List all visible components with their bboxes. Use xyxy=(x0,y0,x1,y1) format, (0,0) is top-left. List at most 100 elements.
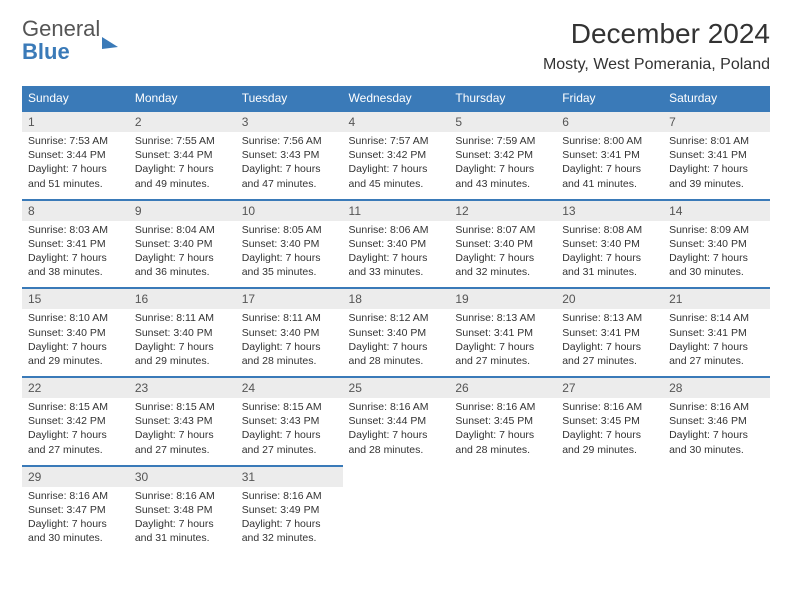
daylight-text-2: and 31 minutes. xyxy=(135,531,230,545)
daylight-text-2: and 36 minutes. xyxy=(135,265,230,279)
sunrise-text: Sunrise: 7:56 AM xyxy=(242,134,337,148)
daylight-text-2: and 39 minutes. xyxy=(669,177,764,191)
logo-text-block: General Blue xyxy=(22,18,100,64)
day-number: 18 xyxy=(343,288,450,309)
daylight-text-1: Daylight: 7 hours xyxy=(28,517,123,531)
daylight-text-1: Daylight: 7 hours xyxy=(28,340,123,354)
sunset-text: Sunset: 3:44 PM xyxy=(28,148,123,162)
sunrise-text: Sunrise: 8:12 AM xyxy=(349,311,444,325)
logo: General Blue xyxy=(22,18,118,64)
daylight-text-2: and 29 minutes. xyxy=(135,354,230,368)
daylight-text-2: and 41 minutes. xyxy=(562,177,657,191)
daylight-text-2: and 27 minutes. xyxy=(455,354,550,368)
sunset-text: Sunset: 3:48 PM xyxy=(135,503,230,517)
day-number: 31 xyxy=(236,466,343,487)
day-number: 3 xyxy=(236,111,343,132)
sunset-text: Sunset: 3:40 PM xyxy=(669,237,764,251)
day-number: 2 xyxy=(129,111,236,132)
day-cell: Sunrise: 7:57 AMSunset: 3:42 PMDaylight:… xyxy=(343,132,450,200)
sunrise-text: Sunrise: 8:15 AM xyxy=(242,400,337,414)
daylight-text-2: and 30 minutes. xyxy=(669,265,764,279)
sunset-text: Sunset: 3:40 PM xyxy=(562,237,657,251)
daylight-text-1: Daylight: 7 hours xyxy=(28,251,123,265)
day-cell: Sunrise: 7:53 AMSunset: 3:44 PMDaylight:… xyxy=(22,132,129,200)
day-number: 23 xyxy=(129,377,236,398)
daylight-text-1: Daylight: 7 hours xyxy=(349,162,444,176)
sunset-text: Sunset: 3:40 PM xyxy=(135,326,230,340)
day-detail-row: Sunrise: 8:15 AMSunset: 3:42 PMDaylight:… xyxy=(22,398,770,466)
calendar-table: SundayMondayTuesdayWednesdayThursdayFrid… xyxy=(22,86,770,553)
daylight-text-2: and 29 minutes. xyxy=(28,354,123,368)
sunset-text: Sunset: 3:47 PM xyxy=(28,503,123,517)
sunrise-text: Sunrise: 8:16 AM xyxy=(242,489,337,503)
location: Mosty, West Pomerania, Poland xyxy=(543,56,770,74)
sunrise-text: Sunrise: 8:00 AM xyxy=(562,134,657,148)
daylight-text-1: Daylight: 7 hours xyxy=(242,251,337,265)
sunrise-text: Sunrise: 8:16 AM xyxy=(669,400,764,414)
day-cell: Sunrise: 8:15 AMSunset: 3:43 PMDaylight:… xyxy=(236,398,343,466)
daylight-text-1: Daylight: 7 hours xyxy=(669,162,764,176)
day-number-row: 293031 xyxy=(22,466,770,487)
daylight-text-2: and 29 minutes. xyxy=(562,443,657,457)
sunset-text: Sunset: 3:43 PM xyxy=(135,414,230,428)
sunset-text: Sunset: 3:40 PM xyxy=(349,237,444,251)
day-number: 21 xyxy=(663,288,770,309)
daylight-text-1: Daylight: 7 hours xyxy=(455,428,550,442)
daylight-text-1: Daylight: 7 hours xyxy=(349,251,444,265)
day-number: 7 xyxy=(663,111,770,132)
day-detail-row: Sunrise: 8:03 AMSunset: 3:41 PMDaylight:… xyxy=(22,221,770,289)
daylight-text-1: Daylight: 7 hours xyxy=(242,340,337,354)
day-number: 25 xyxy=(343,377,450,398)
day-number: 10 xyxy=(236,200,343,221)
sunset-text: Sunset: 3:42 PM xyxy=(349,148,444,162)
daylight-text-1: Daylight: 7 hours xyxy=(28,428,123,442)
daylight-text-2: and 45 minutes. xyxy=(349,177,444,191)
day-cell: Sunrise: 8:00 AMSunset: 3:41 PMDaylight:… xyxy=(556,132,663,200)
daylight-text-2: and 28 minutes. xyxy=(349,443,444,457)
daylight-text-1: Daylight: 7 hours xyxy=(349,340,444,354)
sunrise-text: Sunrise: 8:14 AM xyxy=(669,311,764,325)
sunrise-text: Sunrise: 8:16 AM xyxy=(455,400,550,414)
day-number xyxy=(663,466,770,487)
sunrise-text: Sunrise: 8:16 AM xyxy=(28,489,123,503)
daylight-text-1: Daylight: 7 hours xyxy=(135,251,230,265)
day-cell: Sunrise: 8:16 AMSunset: 3:45 PMDaylight:… xyxy=(556,398,663,466)
day-cell: Sunrise: 8:10 AMSunset: 3:40 PMDaylight:… xyxy=(22,309,129,377)
sunrise-text: Sunrise: 8:13 AM xyxy=(455,311,550,325)
sunrise-text: Sunrise: 8:16 AM xyxy=(135,489,230,503)
day-number-row: 15161718192021 xyxy=(22,288,770,309)
day-header: Saturday xyxy=(663,86,770,111)
day-cell xyxy=(556,487,663,554)
daylight-text-1: Daylight: 7 hours xyxy=(135,162,230,176)
sunrise-text: Sunrise: 8:16 AM xyxy=(562,400,657,414)
day-cell: Sunrise: 8:13 AMSunset: 3:41 PMDaylight:… xyxy=(449,309,556,377)
daylight-text-1: Daylight: 7 hours xyxy=(562,162,657,176)
sunset-text: Sunset: 3:40 PM xyxy=(242,237,337,251)
daylight-text-2: and 27 minutes. xyxy=(135,443,230,457)
day-number: 9 xyxy=(129,200,236,221)
day-cell: Sunrise: 8:09 AMSunset: 3:40 PMDaylight:… xyxy=(663,221,770,289)
sunrise-text: Sunrise: 8:10 AM xyxy=(28,311,123,325)
day-cell: Sunrise: 8:16 AMSunset: 3:48 PMDaylight:… xyxy=(129,487,236,554)
sunrise-text: Sunrise: 8:16 AM xyxy=(349,400,444,414)
day-cell: Sunrise: 7:56 AMSunset: 3:43 PMDaylight:… xyxy=(236,132,343,200)
sunrise-text: Sunrise: 8:13 AM xyxy=(562,311,657,325)
daylight-text-2: and 30 minutes. xyxy=(28,531,123,545)
sunset-text: Sunset: 3:41 PM xyxy=(562,148,657,162)
sunset-text: Sunset: 3:41 PM xyxy=(455,326,550,340)
day-number: 8 xyxy=(22,200,129,221)
daylight-text-1: Daylight: 7 hours xyxy=(562,251,657,265)
daylight-text-2: and 49 minutes. xyxy=(135,177,230,191)
sunrise-text: Sunrise: 8:07 AM xyxy=(455,223,550,237)
day-cell: Sunrise: 8:07 AMSunset: 3:40 PMDaylight:… xyxy=(449,221,556,289)
sunset-text: Sunset: 3:42 PM xyxy=(455,148,550,162)
daylight-text-1: Daylight: 7 hours xyxy=(562,428,657,442)
day-number: 30 xyxy=(129,466,236,487)
sunset-text: Sunset: 3:46 PM xyxy=(669,414,764,428)
day-cell: Sunrise: 8:11 AMSunset: 3:40 PMDaylight:… xyxy=(236,309,343,377)
day-number: 12 xyxy=(449,200,556,221)
daylight-text-2: and 30 minutes. xyxy=(669,443,764,457)
sunset-text: Sunset: 3:42 PM xyxy=(28,414,123,428)
day-number-row: 891011121314 xyxy=(22,200,770,221)
sunrise-text: Sunrise: 7:55 AM xyxy=(135,134,230,148)
